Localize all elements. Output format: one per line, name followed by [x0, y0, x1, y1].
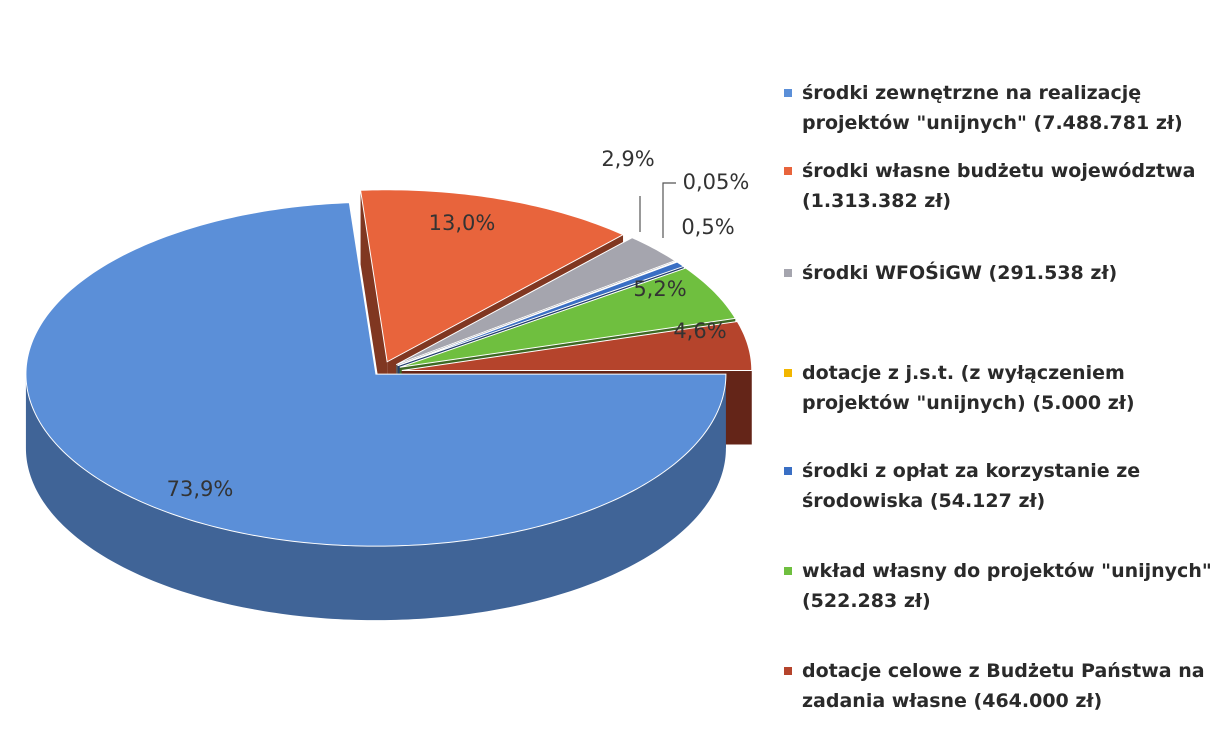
slices — [25, 189, 753, 547]
slice — [359, 189, 625, 363]
legend-item: dotacje z j.s.t. (z wyłączeniem projektó… — [782, 358, 1210, 418]
legend-label: środki własne budżetu województwa (1.313… — [802, 160, 1196, 212]
data-label: 0,05% — [683, 170, 750, 194]
labels: 73,9% 13,0% 2,9% 0,05% 0,5% 5,2% 4,6% — [167, 147, 750, 501]
data-label: 0,5% — [681, 215, 734, 239]
legend-swatch — [784, 467, 792, 475]
legend-swatch — [784, 167, 792, 175]
data-label: 73,9% — [167, 477, 234, 501]
slice — [401, 320, 753, 371]
legend-swatch — [784, 369, 792, 377]
legend-label: dotacje celowe z Budżetu Państwa na zada… — [802, 660, 1205, 712]
legend-swatch — [784, 567, 792, 575]
leader-lines — [639, 182, 676, 238]
chart: 73,9% 13,0% 2,9% 0,05% 0,5% 5,2% 4,6% — [25, 147, 753, 621]
data-label: 4,6% — [673, 319, 726, 343]
legend-item: środki zewnętrzne na realizację projektó… — [782, 78, 1210, 138]
slice — [397, 261, 685, 367]
data-label: 5,2% — [633, 277, 686, 301]
legend-item: środki własne budżetu województwa (1.313… — [782, 156, 1210, 216]
slice — [25, 202, 727, 547]
legend-label: środki WFOŚiGW (291.538 zł) — [802, 262, 1118, 284]
leader-line — [662, 182, 676, 238]
legend-item: wkład własny do projektów "unijnych" (52… — [782, 556, 1210, 616]
legend-item: środki z opłat za korzystanie ze środowi… — [782, 456, 1210, 516]
legend-label: środki z opłat za korzystanie ze środowi… — [802, 460, 1141, 512]
legend-swatch — [784, 667, 792, 675]
legend-label: środki zewnętrzne na realizację projektó… — [802, 82, 1183, 134]
data-label: 13,0% — [429, 211, 496, 235]
legend-swatch — [784, 89, 792, 97]
legend-item: środki WFOŚiGW (291.538 zł) — [782, 258, 1210, 288]
legend-label: wkład własny do projektów "unijnych" (52… — [802, 560, 1210, 612]
walls — [25, 374, 726, 621]
legend-label: dotacje z j.s.t. (z wyłączeniem projektó… — [802, 362, 1135, 414]
legend-item: dotacje celowe z Budżetu Państwa na zada… — [782, 656, 1210, 716]
slice — [399, 267, 737, 368]
slice-wall — [25, 374, 726, 621]
slice — [396, 237, 677, 366]
legend-swatch — [784, 269, 792, 277]
data-label: 2,9% — [601, 147, 654, 171]
